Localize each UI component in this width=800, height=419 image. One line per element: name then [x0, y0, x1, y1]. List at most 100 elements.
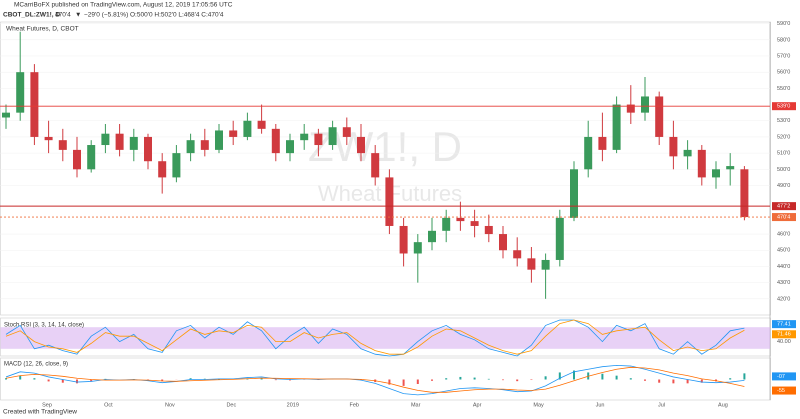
legend-title: Wheat Futures, D, CBOT — [6, 26, 79, 33]
candle-body — [413, 242, 422, 254]
x-tick-label: Oct — [104, 402, 113, 408]
candle-body — [73, 149, 81, 170]
candle-body — [129, 136, 138, 150]
macd-histogram — [61, 379, 64, 383]
candle-body — [626, 104, 635, 113]
macd-title: MACD (12, 26, close, 9) — [4, 362, 68, 368]
x-tick-label: Sep — [42, 402, 52, 408]
candle-body — [555, 217, 564, 260]
value-box — [772, 330, 796, 339]
macd-histogram — [658, 379, 661, 383]
macd-histogram — [558, 372, 561, 380]
x-tick-label: Nov — [165, 402, 175, 408]
macd-histogram — [573, 370, 575, 380]
candle-body — [513, 250, 522, 259]
candle-body — [484, 225, 493, 235]
x-tick-label: 2019 — [287, 402, 299, 408]
macd-histogram — [19, 375, 22, 380]
candle-body — [342, 127, 351, 137]
panel-frame — [0, 21, 771, 316]
macd-histogram — [530, 379, 533, 381]
value-box — [772, 372, 796, 381]
level-label-box — [772, 213, 796, 222]
candle-body — [456, 217, 465, 222]
y-tick-label: 590'0 — [777, 21, 790, 27]
candle-body — [527, 258, 536, 270]
y-tick-label: 560'0 — [777, 70, 790, 76]
x-tick-label: Apr — [473, 402, 482, 408]
value-label: 77.41 — [777, 322, 791, 328]
candle-body — [87, 145, 96, 170]
y-tick-label: 420'0 — [777, 296, 790, 302]
candle-body — [357, 136, 365, 154]
macd-histogram — [90, 379, 93, 382]
candle-body — [186, 140, 195, 154]
macd-histogram — [686, 379, 689, 384]
candle-body — [740, 169, 749, 218]
candle-body — [172, 153, 181, 178]
candle-body — [385, 177, 394, 226]
candle-body — [683, 149, 692, 157]
y-tick-label: 490'0 — [777, 183, 790, 189]
macd-histogram — [743, 373, 746, 380]
candle-body — [257, 120, 266, 129]
y-tick-label: 510'0 — [777, 151, 790, 157]
candle-body — [399, 225, 408, 254]
x-tick-label: Jul — [658, 402, 665, 408]
x-tick-label: May — [533, 402, 544, 408]
macd-histogram — [601, 373, 604, 380]
candle-body — [144, 136, 152, 162]
macd-histogram — [700, 379, 703, 383]
candle-body — [598, 136, 607, 150]
candle-body — [570, 169, 578, 218]
candle-body — [726, 166, 735, 170]
macd-histogram — [615, 375, 618, 380]
macd-histogram — [459, 376, 462, 380]
level-label: 470'4 — [777, 215, 790, 221]
candle-body — [541, 259, 550, 270]
candle-body — [499, 234, 507, 251]
macd-histogram — [33, 378, 36, 380]
macd-histogram — [402, 379, 405, 386]
macd-histogram — [5, 378, 7, 380]
footer: Created with TradingView — [3, 409, 77, 416]
stoch-band — [0, 327, 770, 349]
value-box — [772, 386, 796, 395]
y-tick-label: 530'0 — [777, 118, 790, 124]
candle-body — [470, 221, 479, 226]
macd-histogram — [473, 377, 476, 380]
candle-body — [229, 130, 238, 137]
candle-body — [328, 127, 337, 146]
y-tick-label: 450'0 — [777, 248, 790, 254]
y-tick-label: 570'0 — [777, 53, 790, 59]
level-label: 539'0 — [777, 104, 790, 110]
y-tick-label: 500'0 — [777, 167, 790, 173]
candle-body — [428, 230, 436, 243]
macd-histogram — [516, 379, 519, 382]
candle-body — [30, 72, 39, 137]
macd-histogram — [388, 379, 391, 385]
panel-frame — [0, 357, 771, 401]
ohlc: O:500'0 H:502'0 L:468'4 C:470'4 — [130, 12, 224, 19]
macd-histogram — [431, 379, 433, 381]
candle-body — [101, 133, 110, 146]
macd-histogram — [161, 379, 164, 382]
candle-body — [243, 120, 252, 137]
stoch-line — [5, 319, 745, 355]
candle-body — [158, 161, 167, 178]
x-tick-label: Aug — [718, 402, 728, 408]
y-tick-label: 40.00 — [777, 339, 791, 345]
y-tick-label: 580'0 — [777, 37, 790, 43]
x-tick-label: Mar — [411, 402, 421, 408]
candle-body — [371, 153, 380, 178]
macd-histogram — [416, 379, 419, 384]
candle-body — [697, 149, 706, 178]
candle-body — [712, 169, 720, 178]
value-label: 71.46 — [777, 332, 791, 338]
x-tick-label: Jun — [596, 402, 605, 408]
macd-histogram — [544, 376, 547, 380]
publisher: MCarriBoFX published on TradingView.com,… — [14, 2, 233, 9]
